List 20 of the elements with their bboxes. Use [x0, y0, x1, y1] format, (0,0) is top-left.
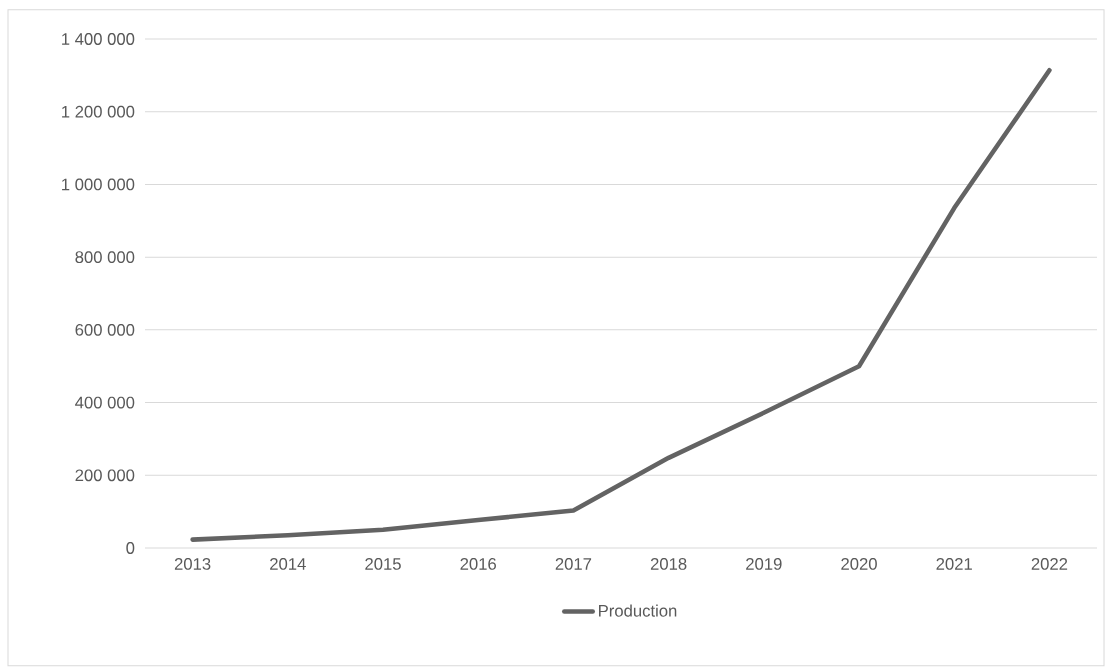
x-tick-label: 2019 — [746, 558, 782, 570]
x-tick-label: 2014 — [270, 558, 306, 570]
y-tick-label: 600 000 — [75, 323, 135, 336]
x-tick-label: 2020 — [841, 558, 877, 570]
x-tick-label: 2018 — [650, 558, 687, 570]
y-tick-label: 400 000 — [75, 396, 135, 409]
y-tick-label: 0 — [126, 542, 135, 554]
y-tick-label: 1 200 000 — [62, 105, 135, 118]
line-series — [190, 67, 1052, 542]
x-tick-label: 2022 — [1031, 558, 1068, 570]
y-tick-label: 200 000 — [75, 469, 135, 482]
y-tick-label: 1 000 000 — [62, 178, 135, 191]
x-tick-label: 2021 — [936, 558, 972, 570]
y-tick-label: 1 400 000 — [62, 33, 135, 45]
x-tick-label: 2016 — [460, 558, 496, 570]
x-tick-label: 2013 — [174, 558, 211, 570]
legend-label: Production — [599, 604, 677, 617]
x-tick-label: 2017 — [555, 558, 592, 570]
y-tick-label: 800 000 — [75, 251, 135, 264]
x-tick-label: 2015 — [365, 558, 401, 570]
